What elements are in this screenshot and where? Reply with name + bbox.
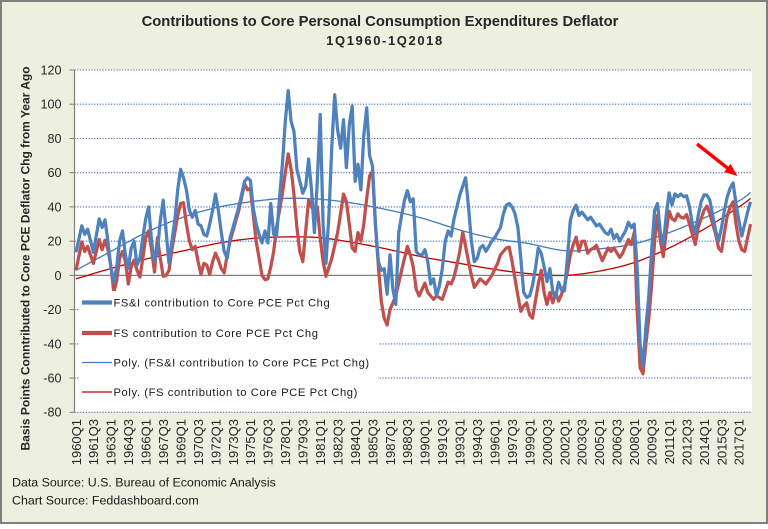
- svg-text:2003Q3: 2003Q3: [575, 419, 590, 465]
- svg-text:2014Q1: 2014Q1: [697, 419, 712, 465]
- svg-text:1981Q1: 1981Q1: [313, 419, 328, 465]
- svg-text:FS contribution to Core PCE Pc: FS contribution to Core PCE Pct Chg: [114, 328, 319, 340]
- svg-text:1975Q1: 1975Q1: [243, 419, 258, 465]
- svg-text:1993Q1: 1993Q1: [453, 419, 468, 465]
- svg-text:2000Q3: 2000Q3: [540, 419, 555, 465]
- svg-text:80: 80: [47, 132, 61, 146]
- svg-text:1991Q3: 1991Q3: [435, 419, 450, 465]
- svg-text:-80: -80: [43, 406, 61, 420]
- svg-text:1964Q3: 1964Q3: [121, 419, 136, 465]
- svg-text:1984Q1: 1984Q1: [348, 419, 363, 465]
- svg-text:Contributions to Core Personal: Contributions to Core Personal Consumpti…: [142, 14, 619, 30]
- svg-text:0: 0: [54, 269, 61, 283]
- svg-text:1967Q3: 1967Q3: [156, 419, 171, 465]
- svg-text:2005Q1: 2005Q1: [592, 419, 607, 465]
- svg-text:1988Q3: 1988Q3: [400, 419, 415, 465]
- svg-text:-20: -20: [43, 303, 61, 317]
- svg-text:2006Q3: 2006Q3: [610, 419, 625, 465]
- svg-text:1966Q1: 1966Q1: [139, 419, 154, 465]
- svg-text:2017Q1: 2017Q1: [732, 419, 747, 465]
- svg-text:1960Q1: 1960Q1: [69, 419, 84, 465]
- svg-text:Poly. (FS contribution to Core: Poly. (FS contribution to Core PCE Pct C…: [114, 387, 358, 399]
- svg-text:FS&I contribution to Core PCE: FS&I contribution to Core PCE Pct Chg: [114, 298, 331, 310]
- svg-text:1985Q3: 1985Q3: [365, 419, 380, 465]
- svg-text:40: 40: [47, 200, 61, 214]
- svg-text:1Q1960-1Q2018: 1Q1960-1Q2018: [326, 33, 444, 48]
- svg-text:1963Q1: 1963Q1: [104, 419, 119, 465]
- svg-text:20: 20: [47, 235, 61, 249]
- svg-text:120: 120: [40, 63, 61, 77]
- svg-text:1999Q1: 1999Q1: [522, 419, 537, 465]
- svg-text:1961Q3: 1961Q3: [86, 419, 101, 465]
- svg-text:2009Q3: 2009Q3: [645, 419, 660, 465]
- svg-text:1979Q3: 1979Q3: [296, 419, 311, 465]
- svg-text:1996Q1: 1996Q1: [488, 419, 503, 465]
- svg-text:-40: -40: [43, 337, 61, 351]
- svg-text:60: 60: [47, 166, 61, 180]
- svg-text:1970Q3: 1970Q3: [191, 419, 206, 465]
- svg-text:1978Q1: 1978Q1: [278, 419, 293, 465]
- svg-text:1997Q3: 1997Q3: [505, 419, 520, 465]
- svg-text:1969Q1: 1969Q1: [173, 419, 188, 465]
- svg-text:1972Q1: 1972Q1: [208, 419, 223, 465]
- svg-text:2015Q3: 2015Q3: [714, 419, 729, 465]
- svg-text:2011Q1: 2011Q1: [662, 419, 677, 464]
- svg-text:Poly. (FS&I contribution to Co: Poly. (FS&I contribution to Core PCE Pct…: [114, 358, 370, 370]
- svg-text:Data Source: U.S. Bureau of Ec: Data Source: U.S. Bureau of Economic Ana…: [12, 476, 276, 490]
- svg-text:1990Q1: 1990Q1: [418, 419, 433, 465]
- svg-text:Basis Points Conntributed to C: Basis Points Conntributed to Core PCE De…: [19, 66, 33, 450]
- svg-text:100: 100: [40, 98, 61, 112]
- svg-text:1987Q1: 1987Q1: [383, 419, 398, 465]
- svg-text:2012Q3: 2012Q3: [679, 419, 694, 465]
- svg-text:Chart Source: Feddashboard.com: Chart Source: Feddashboard.com: [12, 494, 199, 508]
- svg-text:2002Q1: 2002Q1: [557, 419, 572, 465]
- svg-text:1982Q3: 1982Q3: [330, 419, 345, 465]
- svg-text:-60: -60: [43, 372, 61, 386]
- svg-text:1973Q3: 1973Q3: [226, 419, 241, 465]
- svg-text:2008Q1: 2008Q1: [627, 419, 642, 465]
- svg-text:1994Q3: 1994Q3: [470, 419, 485, 465]
- svg-text:1976Q3: 1976Q3: [261, 419, 276, 465]
